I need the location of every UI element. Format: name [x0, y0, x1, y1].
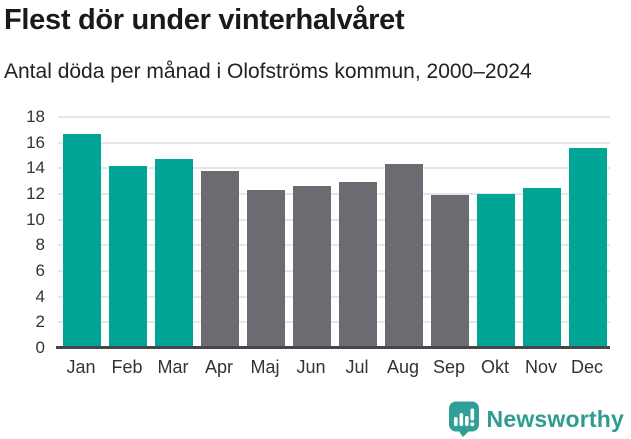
gridline-18	[58, 116, 610, 118]
x-tick-label-feb: Feb	[111, 357, 143, 377]
x-tick-label-jul: Jul	[345, 357, 369, 377]
x-tick-label-aug: Aug	[386, 357, 420, 377]
x-tick-label-sep: Sep	[432, 357, 466, 377]
bar-dec	[569, 147, 607, 348]
bar-jan	[63, 133, 101, 348]
bar-feb	[109, 165, 147, 348]
gridline-10	[58, 218, 610, 221]
bar-mar	[155, 159, 193, 348]
x-tick-label-mar: Mar	[157, 357, 189, 377]
y-tick-label-18: 18	[26, 107, 45, 126]
x-tick-label-nov: Nov	[524, 357, 557, 377]
x-tick-label-jun: Jun	[296, 357, 326, 377]
x-tick-label-maj: Maj	[250, 357, 280, 377]
bar-maj	[247, 190, 285, 348]
x-tick-label-apr: Apr	[204, 357, 233, 377]
gridline-12	[58, 193, 610, 195]
y-tick-label-10: 10	[26, 209, 45, 229]
bar-apr	[201, 170, 239, 348]
brand-name: Newsworthy	[486, 405, 624, 432]
x-axis-line	[56, 346, 610, 349]
y-tick-label-8: 8	[35, 235, 45, 255]
y-tick-label-4: 4	[35, 286, 45, 306]
bar-jun	[293, 186, 331, 348]
bar-nov	[523, 187, 561, 348]
gridline-4	[58, 295, 610, 298]
y-tick-label-12: 12	[26, 184, 45, 203]
bar-okt	[477, 194, 515, 348]
y-tick-label-14: 14	[26, 158, 45, 178]
gridline-16	[58, 141, 610, 144]
brand-footer: Newsworthy	[448, 401, 624, 437]
bar-chart: 0 2 4 6 8 10 12 14 16 18 Jan Feb Mar Apr Maj Jun Jul Aug…	[0, 107, 631, 390]
bar-jul	[339, 182, 377, 348]
plot-area	[58, 116, 610, 348]
y-tick-label-6: 6	[35, 261, 45, 280]
x-tick-label-okt: Okt	[480, 357, 509, 377]
gridline-14	[58, 167, 610, 170]
gridline-2	[58, 321, 610, 324]
y-tick-label-0: 0	[35, 338, 45, 357]
y-tick-label-2: 2	[35, 312, 45, 332]
bar-aug	[385, 164, 423, 348]
x-tick-label-jan: Jan	[66, 357, 96, 377]
chart-subtitle: Antal döda per månad i Olofströms kommun…	[4, 60, 532, 83]
newsworthy-logo-icon	[448, 401, 479, 437]
gridline-8	[58, 244, 610, 247]
bar-sep	[431, 195, 469, 348]
gridline-6	[58, 270, 610, 272]
x-tick-label-dec: Dec	[570, 357, 603, 377]
y-tick-label-16: 16	[26, 132, 45, 152]
chart-title: Flest dör under vinterhalvåret	[4, 4, 405, 36]
